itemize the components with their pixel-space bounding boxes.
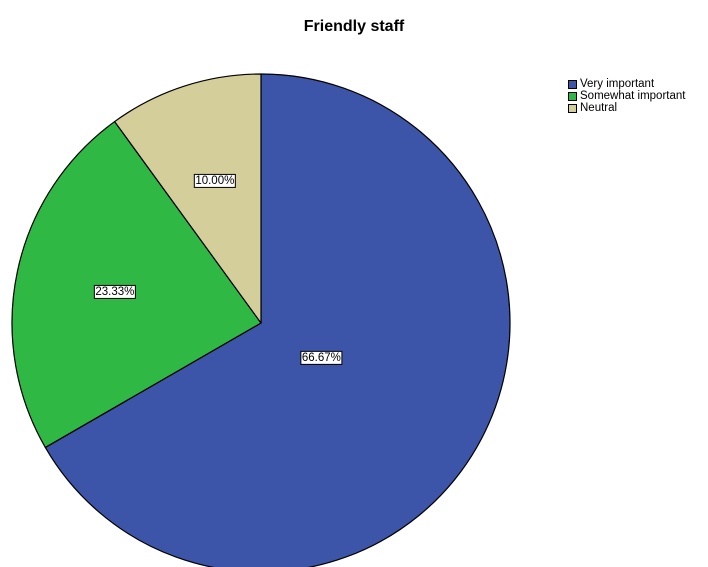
pie-slice <box>114 73 262 324</box>
legend-label: Very important <box>580 78 655 90</box>
slice-data-label: 66.67% <box>300 350 343 365</box>
legend-label: Somewhat important <box>580 90 686 102</box>
slice-label-box <box>300 350 343 365</box>
slice-data-label: 23.33% <box>93 284 136 299</box>
legend-swatch <box>568 91 577 101</box>
legend: Very important Somewhat important Neutra… <box>568 78 685 114</box>
legend-item: Somewhat important <box>568 90 685 102</box>
chart-title: Friendly staff <box>303 18 405 35</box>
pie-slice <box>44 73 511 567</box>
legend-swatch <box>568 79 577 89</box>
slice-data-label: 10.00% <box>193 173 236 188</box>
legend-item: Neutral <box>568 102 685 114</box>
slice-label-box <box>93 284 136 299</box>
slice-label-text: 23.33% <box>95 286 134 298</box>
slice-label-text: 66.67% <box>302 352 341 364</box>
pie-slice <box>11 120 262 449</box>
slice-label-text: 10.00% <box>195 175 234 187</box>
slice-label-box <box>193 173 236 188</box>
legend-label: Neutral <box>580 102 618 114</box>
legend-swatch <box>568 103 577 113</box>
legend-item: Very important <box>568 78 685 90</box>
